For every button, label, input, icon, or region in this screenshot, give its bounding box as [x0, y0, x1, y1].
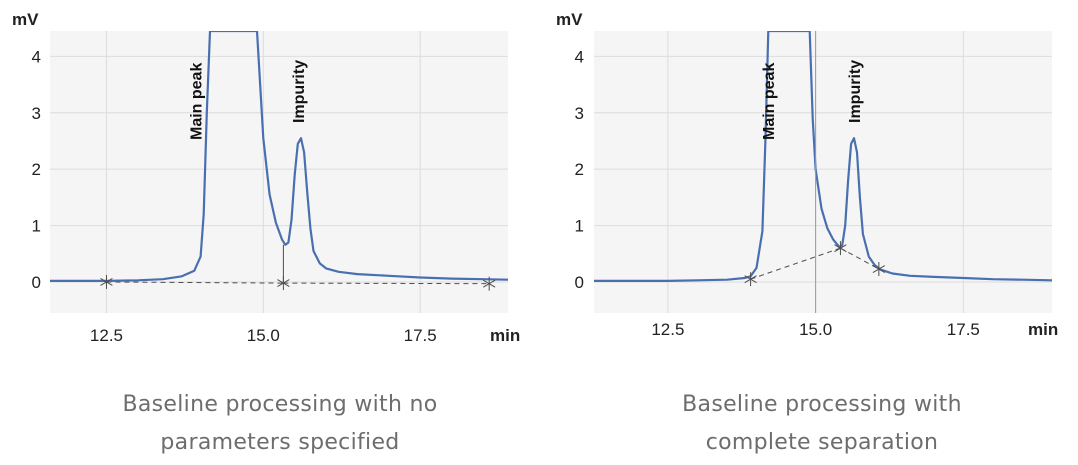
- y-tick-label: 2: [575, 160, 584, 179]
- y-axis-label: mV: [556, 10, 583, 29]
- chromatogram-complete-separation: 12.5 15.0 17.5 0 1 2 3 4 mV min Main peak Impurity: [556, 10, 1058, 339]
- y-tick-label: 0: [575, 273, 584, 292]
- annotation-impurity: Impurity: [291, 60, 308, 123]
- y-tick-label: 3: [575, 104, 584, 123]
- y-axis-label: mV: [12, 10, 39, 29]
- y-tick-label: 4: [32, 47, 41, 66]
- x-tick-label: 17.5: [404, 326, 437, 345]
- chromatogram-trace: [594, 31, 1052, 282]
- caption-right-line1: Baseline processing with: [682, 392, 962, 417]
- x-tick-label: 15.0: [799, 320, 832, 339]
- annotation-main-peak: Main peak: [761, 63, 778, 140]
- x-tick-label: 17.5: [947, 320, 980, 339]
- plot-area: [50, 31, 508, 313]
- x-axis-label: min: [490, 326, 520, 345]
- chromatogram-no-parameters: 12.5 15.0 17.5 0 1 2 3 4 mV min Main peak Impurity: [12, 10, 520, 345]
- y-tick-label: 2: [32, 160, 41, 179]
- y-tick-label: 1: [575, 217, 584, 236]
- x-axis-label: min: [1028, 320, 1058, 339]
- baseline-marker: [872, 262, 886, 277]
- baseline-marker: [100, 274, 113, 289]
- x-tick-label: 12.5: [651, 320, 684, 339]
- baseline-segment: [106, 281, 284, 284]
- plot-area: [594, 31, 1052, 313]
- x-tick-label: 15.0: [247, 326, 280, 345]
- caption-left-line2: parameters specified: [160, 430, 400, 455]
- baseline-segment: [283, 282, 490, 285]
- y-tick-label: 4: [575, 47, 584, 66]
- baseline-marker: [277, 276, 290, 291]
- y-tick-label: 1: [32, 217, 41, 236]
- baseline-segment: [750, 247, 841, 280]
- baseline-segment: [840, 247, 880, 270]
- chromatogram-trace: [50, 31, 508, 282]
- y-tick-label: 3: [32, 104, 41, 123]
- caption-left-line1: Baseline processing with no: [122, 392, 438, 417]
- baseline-marker: [482, 276, 496, 291]
- x-tick-label: 12.5: [90, 326, 123, 345]
- annotation-impurity: Impurity: [847, 60, 864, 123]
- y-tick-label: 0: [32, 273, 41, 292]
- baseline-marker: [744, 272, 757, 287]
- annotation-main-peak: Main peak: [188, 63, 205, 140]
- caption-left: Baseline processing with no parameters s…: [50, 386, 510, 462]
- baseline-marker: [834, 241, 847, 256]
- caption-right-line2: complete separation: [705, 430, 939, 455]
- caption-right: Baseline processing with complete separa…: [592, 386, 1052, 462]
